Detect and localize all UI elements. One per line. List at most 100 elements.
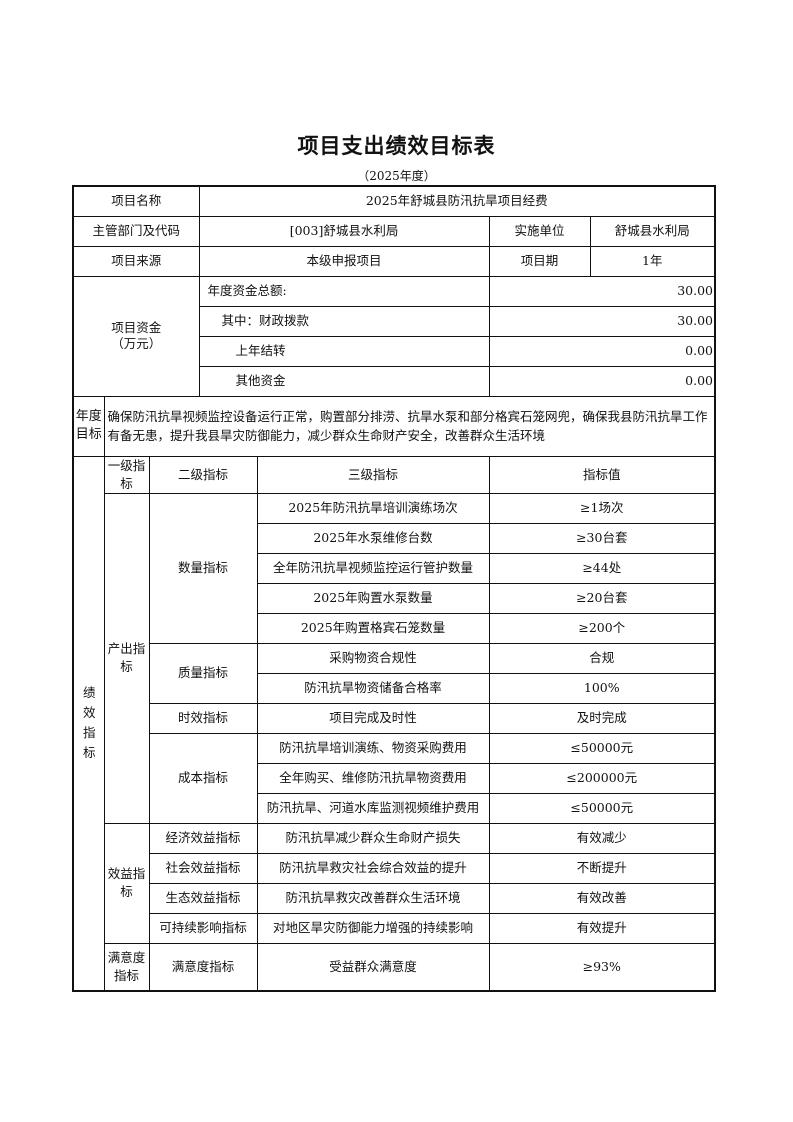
funds-row-value: 30.00 — [488, 275, 716, 307]
source-label: 项目来源 — [72, 245, 200, 277]
funds-row-value: 0.00 — [488, 335, 716, 367]
indicator-value: 有效改善 — [488, 882, 716, 914]
source-row: 项目来源 本级申报项目 项目期 1年 — [72, 245, 716, 277]
indicator-value: 有效减少 — [488, 822, 716, 854]
goal-text: 确保防汛抗旱视频监控设备运行正常，购置部分排涝、抗旱水泵和部分格宾石笼网兜，确保… — [103, 395, 716, 457]
perf-label: 绩效指标 — [72, 455, 105, 992]
indicator-row: 效益指标 经济效益指标 防汛抗旱减少群众生命财产损失 有效减少 — [73, 822, 716, 944]
funds-row-label: 年度资金总额: — [198, 275, 490, 307]
funds-row-value: 30.00 — [488, 305, 716, 337]
level2-indicator: 质量指标 — [148, 642, 258, 704]
level3-indicator: 对地区旱灾防御能力增强的持续影响 — [256, 912, 490, 944]
indicator-row: 成本指标 防汛抗旱培训演练、物资采购费用 ≤50000元 — [73, 732, 716, 824]
funds-row: 其中：财政拨款 30.00 — [73, 305, 716, 337]
dept-label: 主管部门及代码 — [72, 215, 200, 247]
column-header: 指标值 — [488, 455, 716, 494]
indicator-row: 产出指标 数量指标 2025年防汛抗旱培训演练场次 ≥1场次 — [73, 492, 716, 824]
column-header: 一级指标 — [103, 455, 150, 494]
funds-label: 项目资金 （万元） — [72, 275, 200, 397]
funds-row: 上年结转 0.00 — [73, 335, 716, 367]
level2-indicator: 数量指标 — [148, 492, 258, 644]
level3-indicator: 2025年购置水泵数量 — [256, 582, 490, 614]
level3-indicator: 防汛抗旱减少群众生命财产损失 — [256, 822, 490, 854]
indicator-value: ≥93% — [488, 942, 716, 992]
year-subtitle: （2025年度） — [357, 169, 436, 183]
level3-indicator: 全年购买、维修防汛抗旱物资费用 — [256, 762, 490, 794]
indicator-row: 防汛抗旱物资储备合格率 100% — [73, 672, 716, 704]
level3-indicator: 2025年购置格宾石笼数量 — [256, 612, 490, 644]
dept-row: 主管部门及代码 [003]舒城县水利局 实施单位 舒城县水利局 — [72, 215, 716, 247]
indicator-value: ≤200000元 — [488, 762, 716, 794]
indicator-value: ≥200个 — [488, 612, 716, 644]
goal-label: 年度目标 — [72, 395, 105, 457]
level3-indicator: 项目完成及时性 — [256, 702, 490, 734]
funds-row-value: 0.00 — [488, 365, 716, 397]
level2-indicator: 时效指标 — [148, 702, 258, 734]
funds-row: 其他资金 0.00 — [73, 365, 716, 397]
indicator-value: ≥20台套 — [488, 582, 716, 614]
period-value: 1年 — [589, 245, 716, 277]
indicator-value: 不断提升 — [488, 852, 716, 884]
indicator-row: 可持续影响指标 对地区旱灾防御能力增强的持续影响 有效提升 — [73, 912, 716, 944]
funds-row-label: 其他资金 — [198, 365, 490, 397]
indicator-row: 社会效益指标 防汛抗旱救灾社会综合效益的提升 不断提升 — [73, 852, 716, 884]
indicator-row: 满意度指标 满意度指标 受益群众满意度 ≥93% — [73, 942, 716, 992]
funds-unit: （万元） — [111, 336, 162, 351]
indicator-value: 合规 — [488, 642, 716, 674]
indicator-row: 2025年购置格宾石笼数量 ≥200个 — [73, 612, 716, 644]
indicator-value: ≤50000元 — [488, 732, 716, 764]
indicator-value: ≥44处 — [488, 552, 716, 584]
performance-target-table: 项目名称 2025年舒城县防汛抗旱项目经费 主管部门及代码 [003]舒城县水利… — [72, 185, 717, 992]
indicator-value: 100% — [488, 672, 716, 704]
impl-value: 舒城县水利局 — [589, 215, 716, 247]
dept-value: [003]舒城县水利局 — [198, 215, 490, 247]
indicator-header-row: 绩效指标 一级指标 二级指标 三级指标 指标值 — [72, 455, 716, 992]
column-header: 二级指标 — [148, 455, 258, 494]
level3-indicator: 防汛抗旱救灾社会综合效益的提升 — [256, 852, 490, 884]
level3-indicator: 2025年防汛抗旱培训演练场次 — [256, 492, 490, 524]
level2-indicator: 可持续影响指标 — [148, 912, 258, 944]
indicator-row: 全年购买、维修防汛抗旱物资费用 ≤200000元 — [73, 762, 716, 794]
level3-indicator: 防汛抗旱物资储备合格率 — [256, 672, 490, 704]
level2-indicator: 满意度指标 — [148, 942, 258, 992]
impl-label: 实施单位 — [488, 215, 591, 247]
page-title: 项目支出绩效目标表 — [297, 133, 496, 158]
indicator-value: ≥1场次 — [488, 492, 716, 524]
indicator-row: 防汛抗旱、河道水库监测视频维护费用 ≤50000元 — [73, 792, 716, 824]
project-name-value: 2025年舒城县防汛抗旱项目经费 — [198, 185, 716, 217]
source-value: 本级申报项目 — [198, 245, 490, 277]
level2-indicator: 经济效益指标 — [148, 822, 258, 854]
funds-label-text: 项目资金 — [111, 320, 162, 335]
indicator-value: 有效提升 — [488, 912, 716, 944]
column-header: 三级指标 — [256, 455, 490, 494]
indicator-value: ≤50000元 — [488, 792, 716, 824]
project-name-label: 项目名称 — [72, 185, 200, 217]
level3-indicator: 防汛抗旱救灾改善群众生活环境 — [256, 882, 490, 914]
indicator-row: 生态效益指标 防汛抗旱救灾改善群众生活环境 有效改善 — [73, 882, 716, 914]
level1-indicator: 产出指标 — [103, 492, 150, 824]
level1-indicator: 效益指标 — [103, 822, 150, 944]
level3-indicator: 防汛抗旱培训演练、物资采购费用 — [256, 732, 490, 764]
goal-row: 年度目标 确保防汛抗旱视频监控设备运行正常，购置部分排涝、抗旱水泵和部分格宾石笼… — [72, 395, 716, 457]
indicator-row: 时效指标 项目完成及时性 及时完成 — [73, 702, 716, 734]
level3-indicator: 防汛抗旱、河道水库监测视频维护费用 — [256, 792, 490, 824]
indicator-value: 及时完成 — [488, 702, 716, 734]
level2-indicator: 生态效益指标 — [148, 882, 258, 914]
funds-row: 项目资金 （万元） 年度资金总额: 30.00 — [72, 275, 716, 397]
level2-indicator: 社会效益指标 — [148, 852, 258, 884]
level3-indicator: 采购物资合规性 — [256, 642, 490, 674]
level2-indicator: 成本指标 — [148, 732, 258, 824]
indicator-row: 2025年水泵维修台数 ≥30台套 — [73, 522, 716, 554]
level3-indicator: 受益群众满意度 — [256, 942, 490, 992]
indicator-row: 2025年购置水泵数量 ≥20台套 — [73, 582, 716, 614]
level1-indicator: 满意度指标 — [103, 942, 150, 992]
period-label: 项目期 — [488, 245, 591, 277]
indicator-row: 全年防汛抗旱视频监控运行管护数量 ≥44处 — [73, 552, 716, 584]
project-name-row: 项目名称 2025年舒城县防汛抗旱项目经费 — [72, 185, 716, 217]
funds-row-label: 上年结转 — [198, 335, 490, 367]
level3-indicator: 全年防汛抗旱视频监控运行管护数量 — [256, 552, 490, 584]
indicator-value: ≥30台套 — [488, 522, 716, 554]
indicator-row: 质量指标 采购物资合规性 合规 — [73, 642, 716, 704]
funds-row-label: 其中：财政拨款 — [198, 305, 490, 337]
level3-indicator: 2025年水泵维修台数 — [256, 522, 490, 554]
